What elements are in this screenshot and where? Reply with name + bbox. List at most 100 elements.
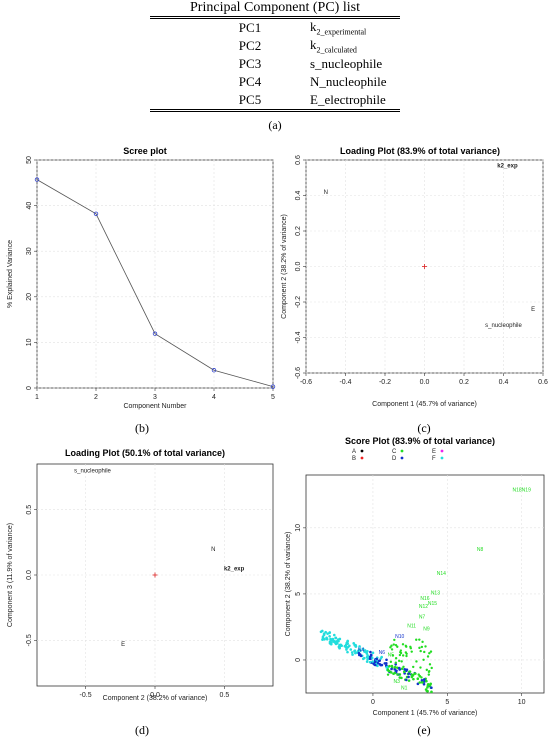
y-tick-label: 40: [26, 202, 33, 210]
score-point: [344, 643, 348, 647]
score-point: [371, 651, 375, 655]
score-point: [346, 650, 349, 654]
legend-marker: [400, 456, 404, 460]
score-title: Score Plot (83.9% of total variance): [344, 436, 496, 446]
y-tick-label: -0.2: [295, 296, 302, 308]
panel-label-b: (b): [135, 421, 149, 435]
score-point: [386, 668, 390, 671]
score-point-label: N4: [358, 647, 365, 653]
x-axis-label: Component Number: [123, 403, 187, 410]
score-point: [420, 679, 424, 682]
table-row: PC2 k2_calculated: [150, 37, 400, 55]
data-point: [152, 331, 158, 336]
y-tick-label: 0.2: [295, 226, 302, 236]
variable-label: s_nucleophile: [74, 469, 111, 475]
score-point: [422, 658, 425, 661]
score-point: [394, 643, 398, 647]
variable-label: k2_exp: [497, 163, 518, 169]
legend-label: D: [392, 456, 397, 462]
score-point: [422, 682, 426, 686]
score-point: [389, 660, 393, 664]
score-point: [414, 672, 417, 675]
variable-name: k: [310, 19, 317, 35]
score-point: [426, 686, 429, 689]
score-point: [385, 666, 388, 669]
score-point: [331, 638, 334, 641]
score-point-label: N11: [407, 624, 416, 630]
y-tick-label: 10: [295, 524, 302, 532]
score-point: [390, 667, 393, 671]
x-tick-label: -0.2: [379, 379, 391, 386]
score-point-label: N8: [477, 547, 484, 553]
score-point: [429, 650, 433, 653]
variable-name: k: [310, 37, 317, 53]
score-point: [418, 646, 421, 650]
variable-cell: k2_calculated: [310, 37, 400, 55]
score-point: [393, 671, 396, 675]
legend-marker: [440, 456, 444, 460]
score-point: [365, 660, 369, 663]
score-point: [425, 689, 429, 693]
score-point: [353, 649, 356, 653]
score-point: [396, 645, 399, 648]
score-point: [402, 670, 406, 674]
score-point: [348, 644, 351, 648]
score-point: [334, 641, 337, 644]
score-point: [428, 669, 431, 673]
legend-label: C: [392, 449, 397, 455]
x-tick-label: 0.6: [538, 379, 548, 386]
table-bottom-rule: [150, 109, 400, 112]
legend-marker: [400, 449, 404, 453]
x-tick-label: 0.5: [220, 692, 230, 699]
score-point-label: N13: [431, 591, 440, 597]
score-point: [418, 638, 421, 641]
loading2-title: Loading Plot (50.1% of total variance): [64, 448, 226, 458]
variable-cell: E_electrophile: [310, 91, 400, 109]
score-point: [418, 681, 422, 684]
variable-subscript: 2_calculated: [316, 45, 357, 55]
table-row: PC4 N_nucleophile: [150, 73, 400, 91]
score-point: [410, 673, 413, 676]
score-point: [338, 637, 342, 641]
x-tick-label: -0.4: [339, 379, 351, 386]
y-axis-label: Component 2 (38.2% of variance): [285, 532, 292, 637]
variable-name: s_nucleophile: [310, 56, 383, 71]
x-tick-label: 5: [271, 394, 275, 401]
x-axis-label: Component 2 (38.2% of variance): [103, 695, 208, 702]
y-tick-label: 0.6: [295, 155, 302, 165]
score-point: [377, 659, 381, 663]
x-tick-label: 0.0: [150, 692, 160, 699]
y-tick-label: -0.6: [295, 367, 302, 379]
score-point: [346, 639, 350, 643]
score-point: [421, 681, 424, 684]
score-point-label: N7: [419, 614, 426, 620]
score-point: [322, 632, 326, 636]
score-point: [401, 643, 405, 646]
score-point: [326, 632, 329, 635]
score-point: [410, 650, 413, 653]
x-tick-label: 0.4: [499, 379, 509, 386]
score-point: [430, 690, 433, 694]
score-point: [416, 682, 420, 686]
score-point: [403, 668, 407, 671]
score-point: [368, 660, 372, 664]
score-point: [428, 663, 432, 666]
x-axis-label: Component 1 (45.7% of variance): [373, 710, 478, 717]
scree-title: Scree plot: [123, 146, 167, 156]
panel-label-a: (a): [268, 118, 282, 132]
score-point-label: N5: [388, 653, 395, 659]
score-point: [325, 637, 329, 641]
score-point-label: N15: [428, 601, 437, 607]
score-point: [359, 649, 362, 652]
score-point: [361, 657, 365, 661]
data-point: [211, 368, 217, 373]
x-tick-label: 0.0: [420, 379, 430, 386]
y-tick-label: 0.5: [26, 505, 33, 515]
score-point: [324, 630, 327, 634]
score-point: [390, 664, 394, 668]
x-tick-label: 3: [153, 394, 157, 401]
x-tick-label: 0: [371, 699, 375, 706]
legend-marker: [360, 456, 364, 460]
score-point: [365, 655, 369, 659]
